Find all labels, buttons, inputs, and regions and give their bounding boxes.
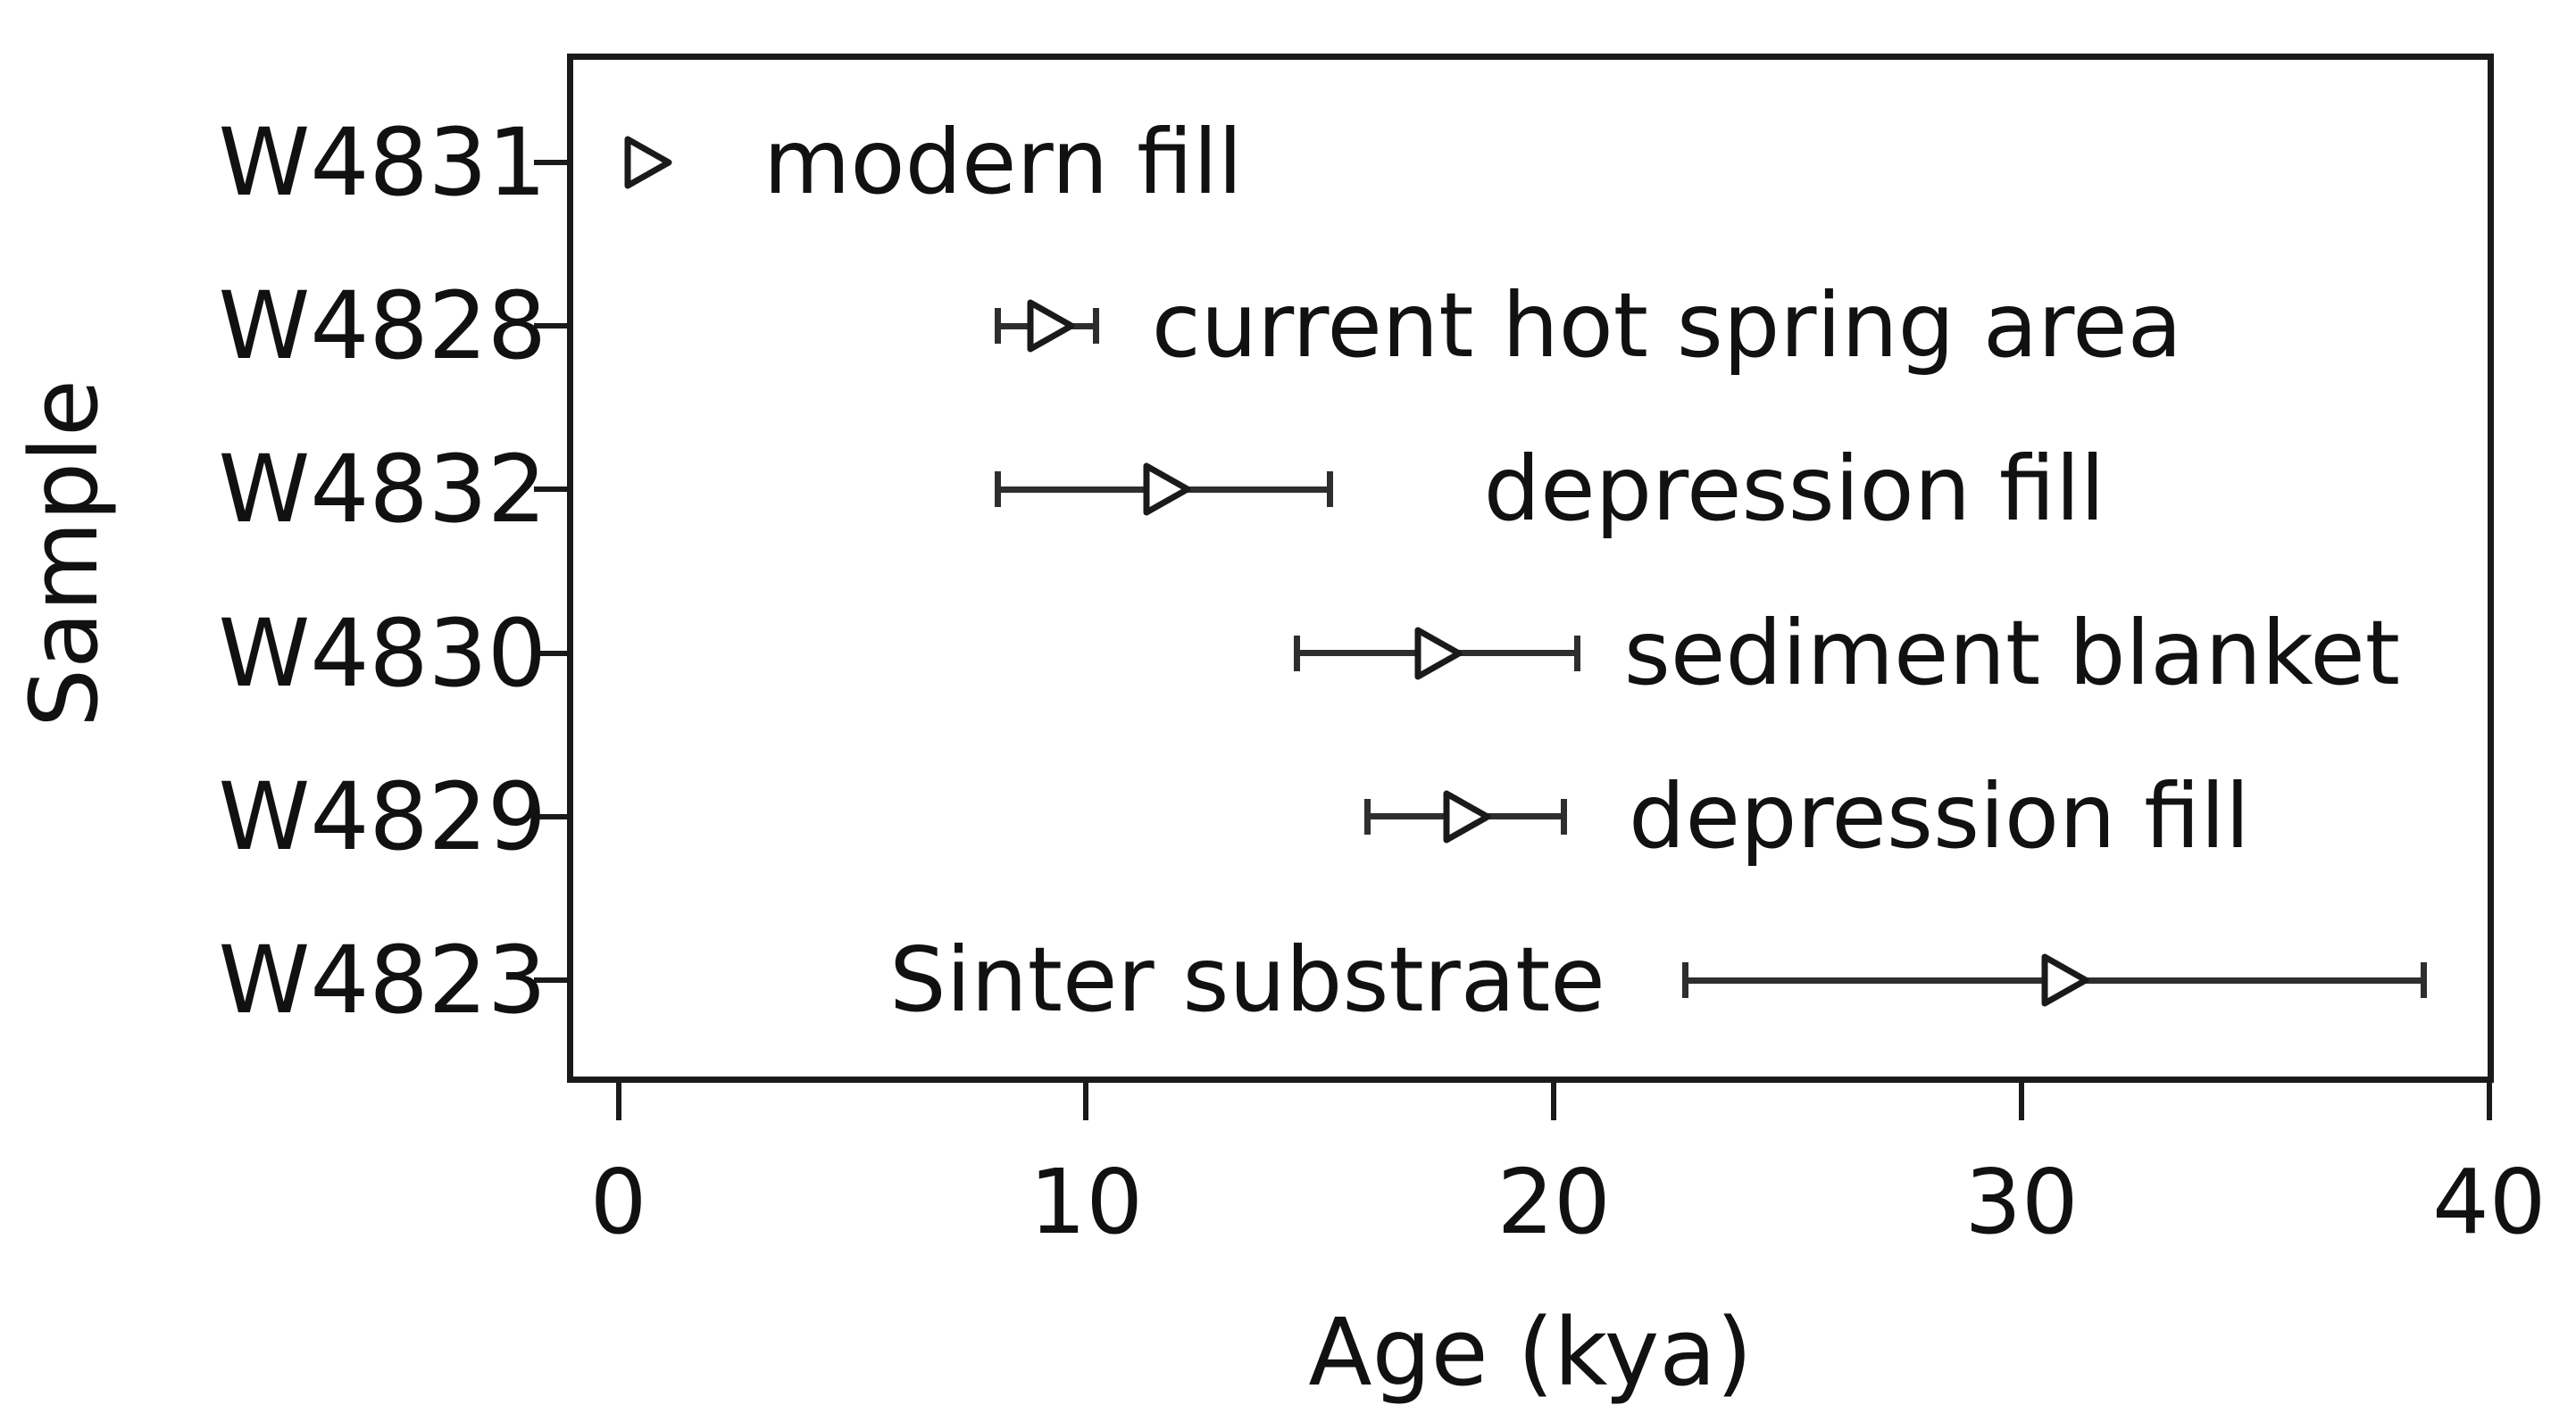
x-axis-title: Age (kya) [1308, 1298, 1753, 1407]
error-bar-cap-right [1560, 798, 1567, 835]
annotation-label: depression fill [1628, 763, 2250, 869]
triangle-marker [1143, 462, 1191, 516]
y-tick-label: W4832 [218, 435, 546, 545]
y-tick-mark [534, 486, 570, 493]
error-bar-cap-left [994, 471, 1001, 508]
annotation-label: depression fill [1483, 437, 2105, 542]
error-bar-cap-left [1681, 962, 1688, 998]
triangle-marker [1027, 299, 1074, 353]
annotation-label: modern fill [763, 110, 1243, 214]
y-tick-label: W4828 [218, 271, 546, 381]
annotation-label: sediment blanket [1623, 600, 2400, 705]
triangle-marker [1414, 627, 1463, 680]
x-tick-label: 0 [589, 1150, 647, 1254]
triangle-marker-shape [624, 136, 672, 189]
error-bar-cap-right [2421, 962, 2428, 998]
y-tick-mark [534, 813, 570, 819]
error-bar-cap-left [994, 308, 1001, 345]
x-tick-mark [1083, 1083, 1089, 1120]
error-bar-cap-right [1574, 635, 1581, 671]
triangle-marker [1443, 790, 1491, 844]
annotation-label: Sinter substrate [889, 927, 1605, 1032]
triangle-marker-shape [1143, 462, 1191, 516]
y-tick-mark [534, 977, 570, 983]
y-axis-title: Sample [10, 379, 119, 728]
x-tick-label: 20 [1496, 1150, 1611, 1254]
x-tick-label: 30 [1964, 1150, 2079, 1254]
x-tick-mark [615, 1083, 621, 1120]
y-tick-mark [534, 160, 570, 165]
triangle-marker-shape [1027, 299, 1074, 353]
y-tick-label: W4823 [218, 926, 546, 1035]
triangle-marker-shape [2041, 953, 2089, 1007]
error-bar-cap-left [1294, 635, 1301, 671]
plot-border [567, 54, 2494, 1083]
x-tick-mark [2486, 1083, 2492, 1120]
triangle-marker-shape [1443, 790, 1491, 844]
x-tick-mark [1551, 1083, 1557, 1120]
y-tick-label: W4830 [218, 598, 546, 708]
error-bar-cap-right [1326, 471, 1333, 508]
y-tick-label: W4829 [218, 761, 546, 871]
plot-area: modern fill current hot spring area depres… [567, 54, 2494, 1083]
x-tick-label: 40 [2432, 1150, 2547, 1254]
annotation-label: current hot spring area [1151, 273, 2182, 378]
x-tick-label: 10 [1029, 1150, 1144, 1254]
triangle-marker-shape [1414, 627, 1463, 680]
x-tick-mark [2018, 1083, 2024, 1120]
y-tick-label: W4831 [218, 108, 546, 217]
y-tick-mark [534, 650, 570, 656]
error-bar-cap-right [1092, 308, 1099, 345]
error-bar-cap-left [1363, 798, 1371, 835]
triangle-marker [2041, 953, 2089, 1007]
triangle-marker [624, 136, 672, 189]
y-tick-mark [534, 323, 570, 329]
